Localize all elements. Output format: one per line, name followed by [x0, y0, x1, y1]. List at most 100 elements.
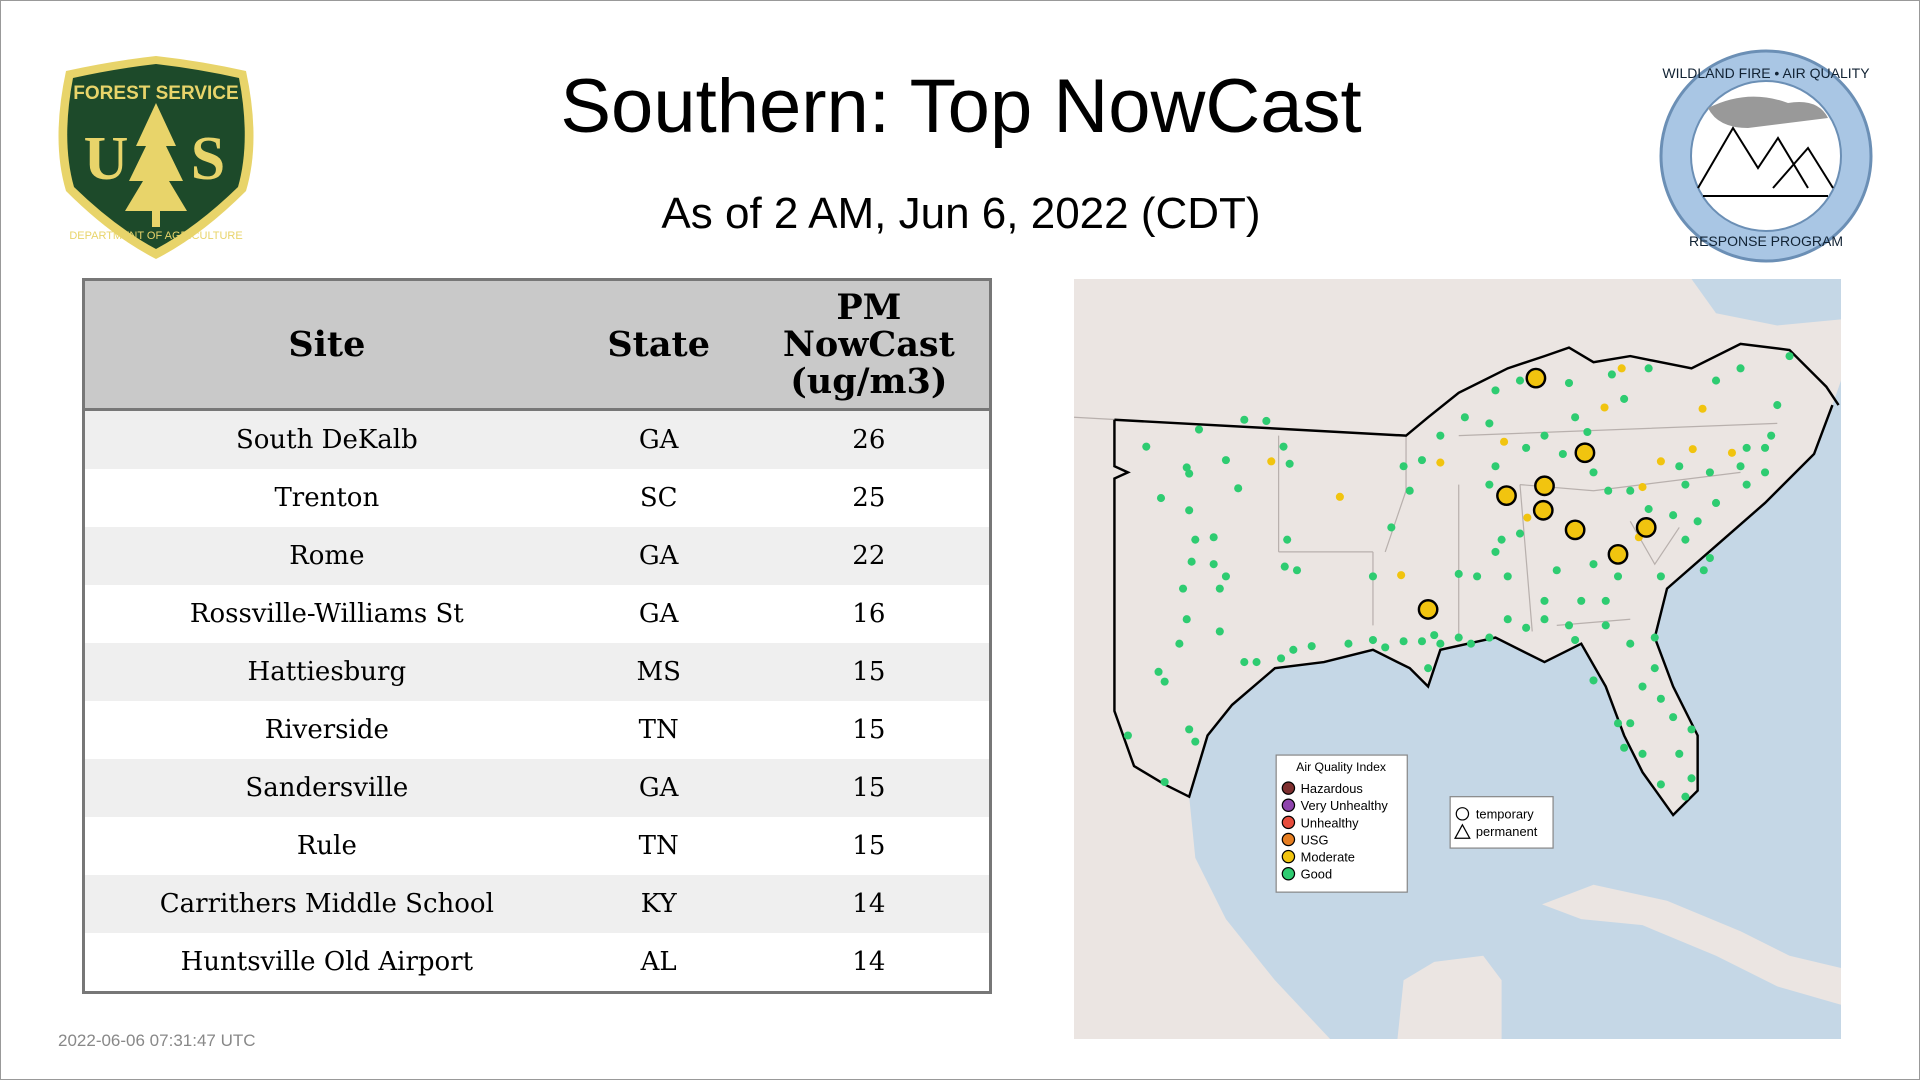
site-marker-good: [1522, 443, 1531, 452]
site-marker-good: [1234, 484, 1243, 493]
site-marker-good: [1460, 413, 1469, 422]
legend-label: Unhealthy: [1301, 815, 1359, 830]
cell-value: 14: [748, 875, 991, 933]
legend-swatch: [1281, 849, 1296, 864]
site-marker-moderate: [1397, 571, 1406, 580]
aqi-map: Air Quality Index Hazardous Very Unhealth…: [1074, 279, 1841, 1039]
top-nowcast-table: Site State PM NowCast (ug/m3) South DeKalb…: [82, 278, 992, 994]
site-marker-good: [1773, 401, 1782, 410]
page-subtitle: As of 2 AM, Jun 6, 2022 (CDT): [661, 189, 1261, 238]
top-site-marker: [1534, 475, 1555, 497]
header-pm-nowcast: PM NowCast (ug/m3): [748, 279, 991, 411]
site-marker-good: [1491, 547, 1500, 556]
site-marker-good: [1485, 633, 1494, 642]
site-marker-good: [1454, 569, 1463, 578]
cell-site: Riverside: [83, 701, 569, 759]
site-marker-good: [1626, 719, 1635, 728]
svg-text:S: S: [191, 125, 225, 193]
site-marker-good: [1179, 584, 1188, 593]
cell-value: 15: [748, 701, 991, 759]
site-marker-good: [1589, 560, 1598, 569]
site-marker-good: [1399, 462, 1408, 471]
table-row: Sandersville GA 15: [83, 759, 991, 817]
cell-value: 25: [748, 469, 991, 527]
site-marker-good: [1160, 677, 1169, 686]
site-marker-good: [1185, 469, 1194, 478]
site-marker-good: [1405, 486, 1414, 495]
site-marker-good: [1387, 523, 1396, 532]
site-marker-good: [1491, 462, 1500, 471]
site-marker-good: [1571, 635, 1580, 645]
cell-site: South DeKalb: [83, 409, 569, 469]
site-marker-good: [1279, 442, 1288, 451]
site-marker-good: [1194, 425, 1204, 434]
cell-value: 14: [748, 933, 991, 993]
site-marker-good: [1154, 667, 1163, 676]
svg-text:RESPONSE PROGRAM: RESPONSE PROGRAM: [1689, 233, 1843, 249]
site-marker-good: [1601, 596, 1610, 605]
site-marker-good: [1221, 456, 1230, 465]
site-marker-good: [1760, 468, 1770, 477]
legend-label: Very Unhealthy: [1301, 798, 1389, 813]
site-marker-good: [1262, 416, 1271, 426]
wildland-fire-air-quality-logo: WILDLAND FIRE • AIR QUALITY RESPONSE PRO…: [1659, 49, 1873, 263]
site-marker-good: [1436, 431, 1445, 440]
generated-timestamp: 2022-06-06 07:31:47 UTC: [58, 1031, 256, 1050]
site-marker-good: [1742, 480, 1751, 489]
site-marker-good: [1417, 637, 1427, 646]
site-marker-good: [1283, 535, 1292, 544]
site-marker-moderate: [1267, 457, 1276, 466]
cell-value: 22: [748, 527, 991, 585]
site-marker-good: [1436, 639, 1445, 648]
site-marker-good: [1656, 572, 1665, 581]
aqi-legend: Air Quality Index Hazardous Very Unhealth…: [1275, 754, 1408, 893]
site-marker-good: [1564, 621, 1574, 630]
site-marker-good: [1344, 639, 1353, 648]
svg-text:U: U: [84, 125, 129, 193]
cell-state: GA: [568, 585, 749, 643]
site-marker-good: [1577, 596, 1586, 605]
site-marker-good: [1687, 725, 1696, 734]
site-marker-good: [1307, 642, 1316, 651]
site-marker-good: [1515, 376, 1525, 385]
table-row: Trenton SC 25: [83, 469, 991, 527]
site-marker-good: [1175, 639, 1184, 648]
cell-site: Trenton: [83, 469, 569, 527]
legend-label: Good: [1301, 867, 1332, 882]
site-marker-good: [1687, 774, 1696, 783]
site-marker-good: [1620, 743, 1629, 752]
cell-value: 15: [748, 817, 991, 875]
site-marker-good: [1650, 633, 1659, 642]
site-marker-good: [1540, 596, 1549, 605]
site-marker-good: [1417, 456, 1427, 465]
site-marker-good: [1485, 480, 1494, 489]
site-marker-good: [1626, 486, 1635, 495]
table-row: Rossville-Williams St GA 16: [83, 585, 991, 643]
site-marker-moderate: [1436, 458, 1445, 467]
table-header-row: Site State PM NowCast (ug/m3): [83, 279, 991, 411]
site-marker-good: [1626, 639, 1635, 648]
site-marker-good: [1515, 529, 1525, 538]
table-row: Hattiesburg MS 15: [83, 643, 991, 701]
header-site: Site: [83, 279, 569, 411]
cell-state: KY: [568, 875, 749, 933]
table-row: Huntsville Old Airport AL 14: [83, 933, 991, 993]
table-row: Carrithers Middle School KY 14: [83, 875, 991, 933]
site-marker-good: [1736, 462, 1745, 471]
site-marker-good: [1699, 566, 1708, 575]
site-marker-good: [1187, 557, 1196, 566]
cell-state: GA: [568, 527, 749, 585]
site-marker-good: [1209, 560, 1218, 569]
svg-text:DEPARTMENT OF AGRICULTURE: DEPARTMENT OF AGRICULTURE: [69, 230, 242, 242]
cell-state: GA: [568, 759, 749, 817]
site-marker-good: [1454, 633, 1463, 642]
cell-state: TN: [568, 701, 749, 759]
site-marker-good: [1240, 415, 1249, 424]
header-state: State: [568, 279, 749, 411]
site-marker-moderate: [1656, 457, 1665, 466]
site-marker-good: [1564, 378, 1574, 388]
site-marker-good: [1156, 494, 1166, 503]
site-marker-good: [1240, 658, 1249, 667]
site-marker-good: [1182, 615, 1191, 624]
site-marker-good: [1638, 749, 1647, 758]
